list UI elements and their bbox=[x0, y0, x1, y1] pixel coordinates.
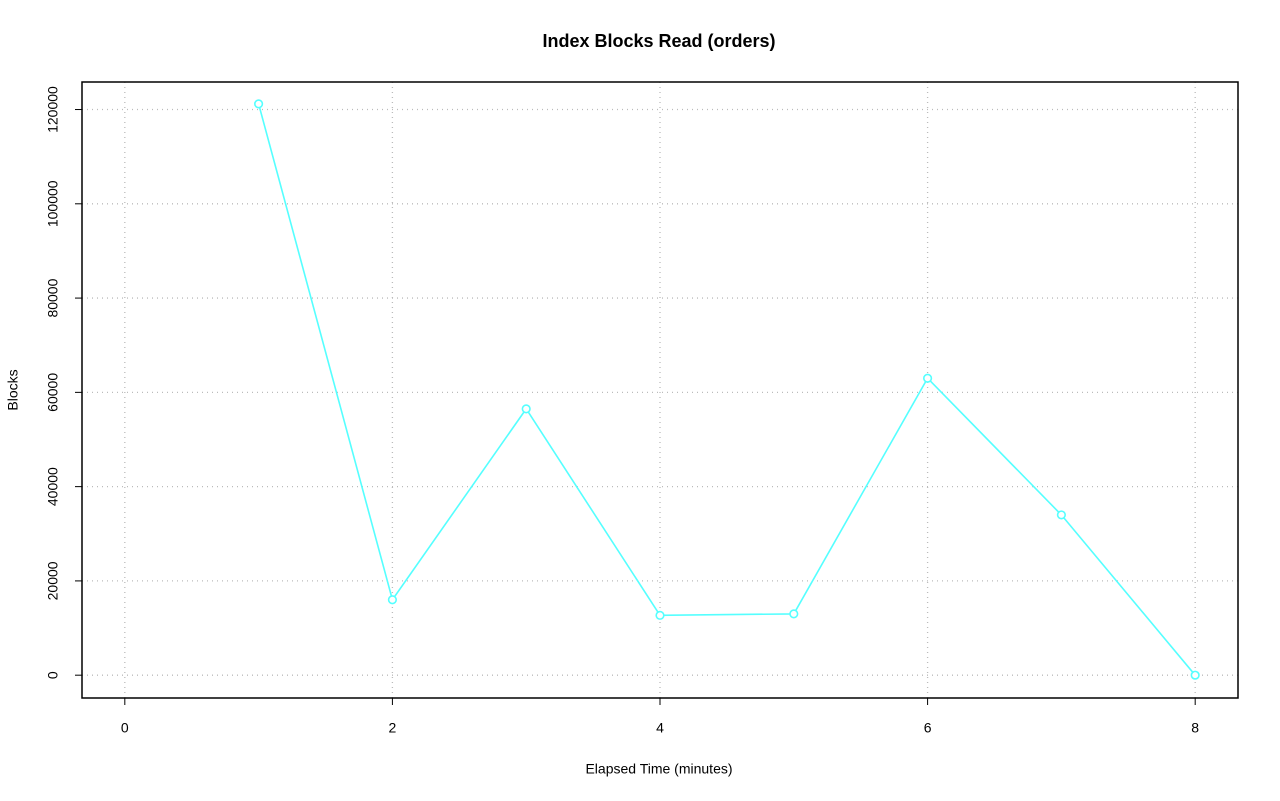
x-tick-label: 6 bbox=[924, 720, 932, 736]
point bbox=[922, 373, 933, 383]
x-tick-label: 0 bbox=[121, 720, 129, 736]
y-tick-label: 120000 bbox=[45, 86, 61, 133]
x-tick-label: 2 bbox=[389, 720, 397, 736]
x-tick-label: 8 bbox=[1191, 720, 1199, 736]
x-tick-label: 4 bbox=[656, 720, 664, 736]
point bbox=[1056, 510, 1066, 520]
y-axis-label: Blocks bbox=[5, 369, 21, 410]
point bbox=[655, 610, 665, 620]
y-tick-label: 60000 bbox=[45, 373, 61, 412]
point bbox=[387, 595, 398, 605]
y-tick-label: 20000 bbox=[45, 561, 61, 600]
plot-frame bbox=[81, 81, 1239, 699]
x-axis-label: Elapsed Time (minutes) bbox=[585, 761, 732, 777]
chart-title: Index Blocks Read (orders) bbox=[542, 31, 775, 51]
y-tick-label: 80000 bbox=[45, 278, 61, 317]
y-tick-label: 40000 bbox=[45, 467, 61, 506]
point bbox=[521, 404, 531, 414]
y-tick-label: 0 bbox=[45, 671, 61, 679]
point bbox=[254, 99, 264, 109]
line bbox=[257, 103, 1196, 676]
point bbox=[789, 609, 799, 619]
point bbox=[1190, 670, 1200, 680]
y-tick-label: 100000 bbox=[45, 180, 61, 227]
